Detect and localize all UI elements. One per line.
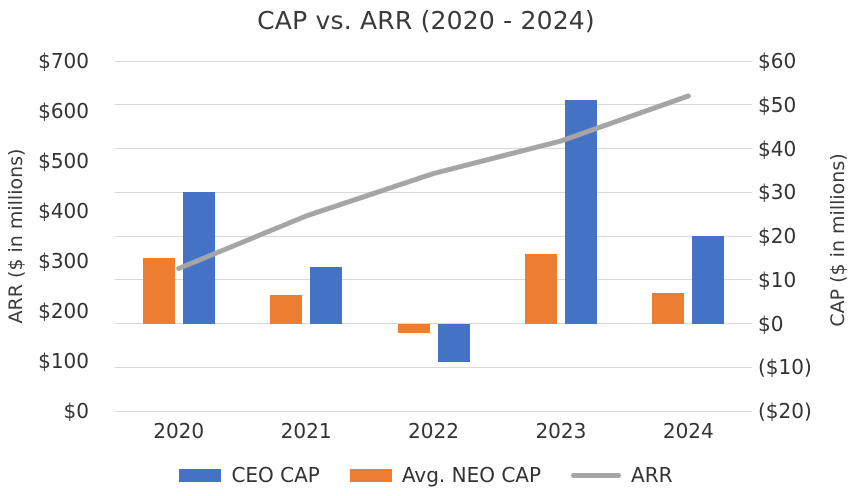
x-axis-label-2020: 2020: [153, 419, 205, 443]
arr-line: [176, 93, 691, 271]
gridline: [115, 235, 752, 237]
left-axis-tick-label: $0: [63, 399, 89, 423]
legend-label: ARR: [631, 463, 673, 487]
ceo-cap-bar-2022: [437, 323, 470, 362]
right-axis-tick-label: ($10): [758, 355, 812, 380]
legend-item-ceo-cap: CEO CAP: [179, 463, 320, 487]
legend-item-avg-neo-cap: Avg. NEO CAP: [349, 463, 542, 487]
x-axis-label-2024: 2024: [662, 419, 714, 443]
gridline: [115, 410, 752, 412]
legend-label: Avg. NEO CAP: [401, 463, 542, 487]
right-axis-tick-label: $0: [758, 311, 784, 336]
chart-title: CAP vs. ARR (2020 - 2024): [257, 6, 595, 35]
gridline: [115, 279, 752, 281]
avg-neo-cap-bar-2020: [142, 257, 175, 324]
x-axis-label-2021: 2021: [280, 419, 332, 443]
gridline: [115, 366, 752, 368]
x-axis-labels: 2020 2021 2022 2023 2024: [115, 419, 752, 445]
left-axis-tick-label: $700: [38, 49, 89, 73]
left-axis-tick-label: $300: [38, 249, 89, 273]
avg-neo-cap-bar-2021: [270, 295, 303, 324]
gridline: [115, 148, 752, 149]
right-axis-tick-label: $60: [758, 49, 797, 73]
left-axis-tick-label: $400: [38, 199, 89, 223]
legend: CEO CAP Avg. NEO CAP ARR: [0, 458, 852, 492]
avg-neo-cap-bar-2024: [652, 292, 685, 324]
gridline: [115, 191, 752, 193]
left-axis-tick-labels: $700 $600 $500 $400 $300 $200 $100 $0: [0, 49, 89, 423]
x-axis-label-2023: 2023: [535, 419, 587, 443]
plot-area: [115, 60, 752, 412]
legend-swatch-bar: [179, 468, 222, 482]
left-axis-tick-label: $600: [38, 99, 89, 123]
avg-neo-cap-bar-2023: [524, 253, 557, 324]
left-axis-tick-label: $100: [38, 349, 89, 373]
legend-swatch-bar: [349, 468, 392, 482]
left-axis-tick-label: $500: [38, 149, 89, 173]
x-axis-label-2022: 2022: [408, 419, 459, 443]
gridline: [115, 60, 752, 62]
legend-swatch-line: [571, 472, 622, 478]
legend-item-arr: ARR: [571, 463, 673, 487]
legend-label: CEO CAP: [231, 463, 320, 487]
ceo-cap-bar-2024: [692, 236, 725, 324]
right-axis-tick-label: $20: [758, 224, 797, 248]
right-axis-tick-label: $30: [758, 180, 797, 205]
gridline: [115, 323, 752, 324]
right-axis-tick-label: $40: [758, 136, 797, 161]
gridline: [115, 104, 752, 106]
ceo-cap-bar-2021: [310, 266, 343, 324]
avg-neo-cap-bar-2022: [397, 323, 430, 334]
right-axis-tick-label: ($20): [758, 399, 812, 423]
left-axis-tick-label: $200: [38, 299, 89, 323]
right-axis-tick-label: $10: [758, 267, 797, 292]
right-axis-tick-label: $50: [758, 92, 797, 117]
right-axis-tick-labels: $60 $50 $40 $30 $20 $10 $0 ($10) ($20): [758, 49, 852, 423]
